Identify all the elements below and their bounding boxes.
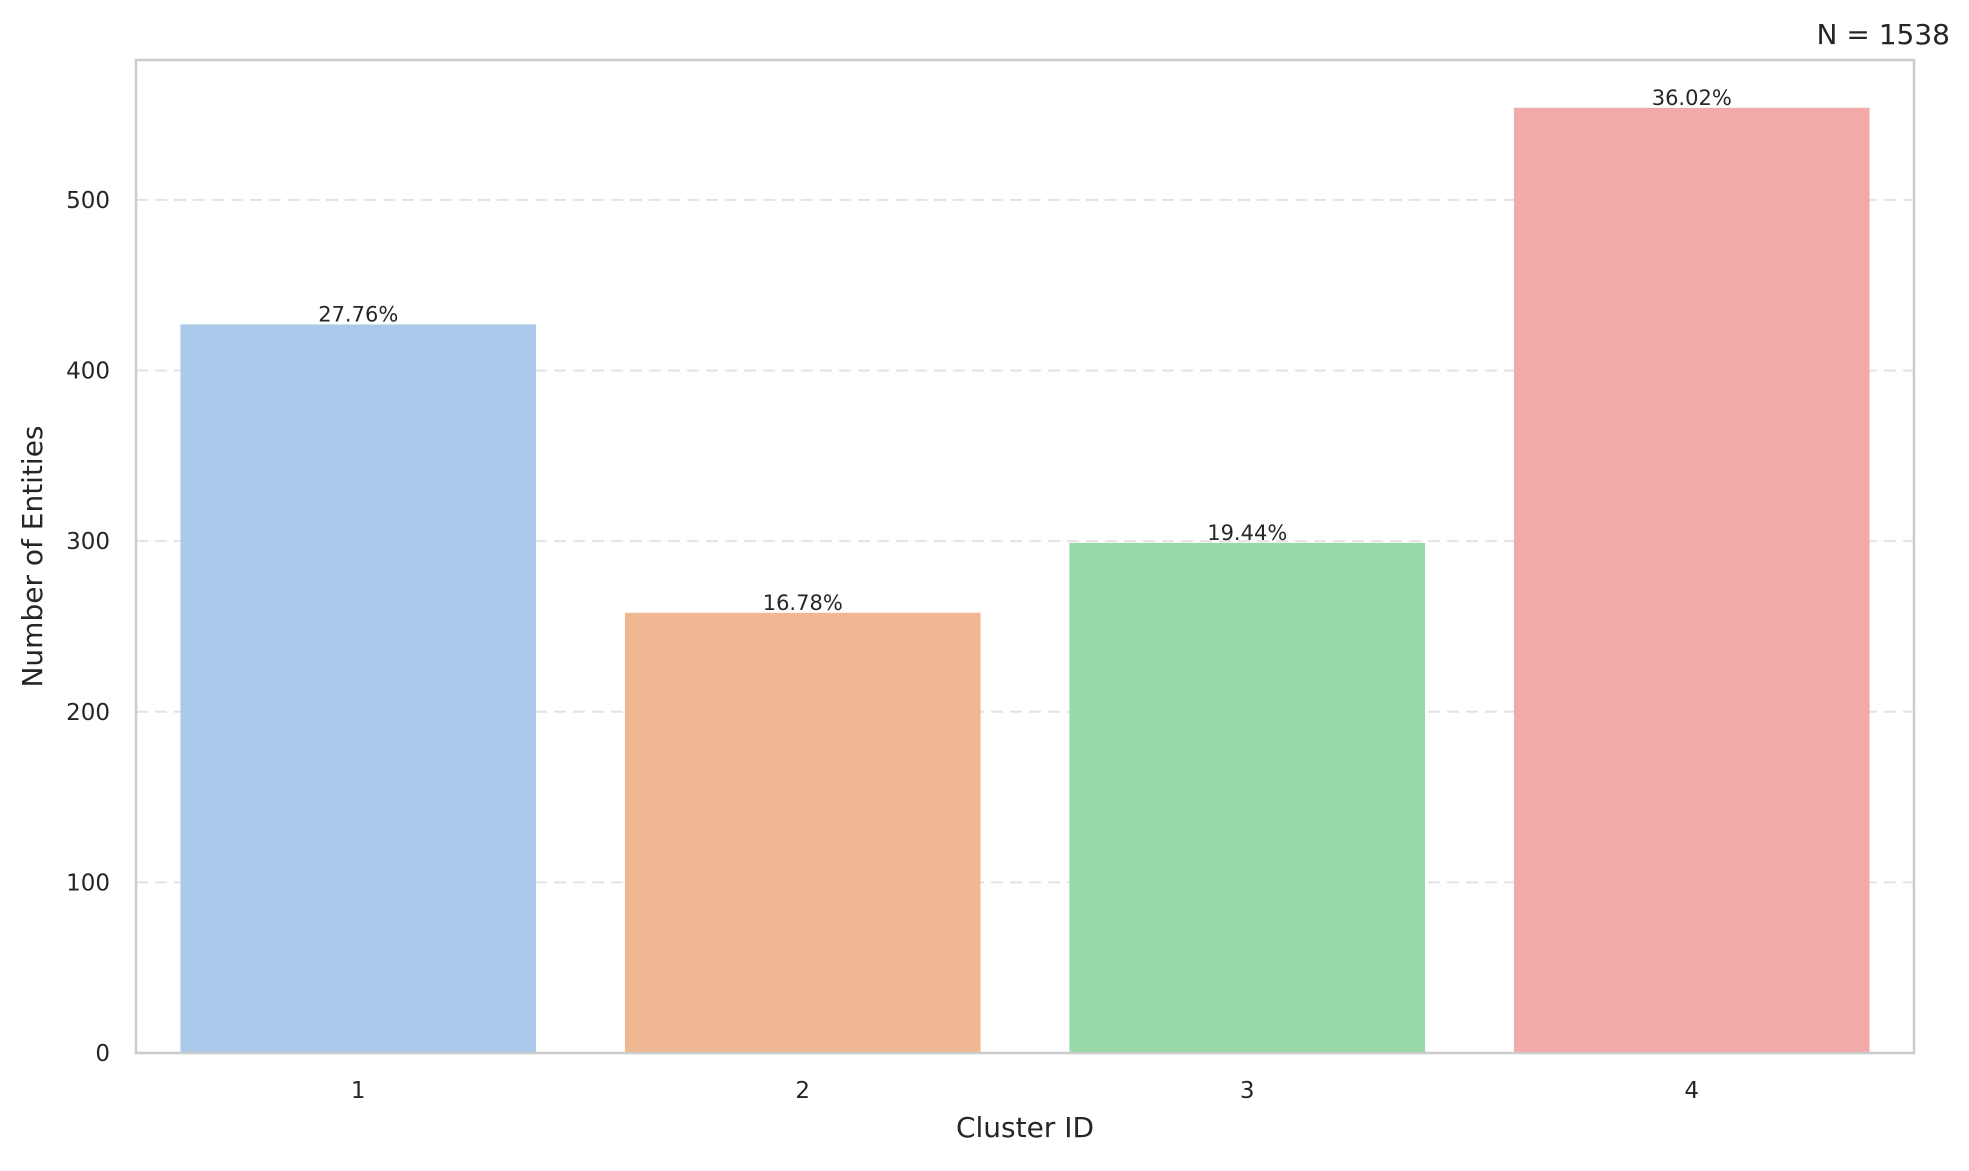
y-tick-label: 500 (66, 188, 110, 214)
y-tick-label: 200 (66, 700, 110, 726)
data-label-cluster-2: 16.78% (763, 591, 843, 615)
y-tick-label: 100 (66, 870, 110, 896)
y-axis-ticks: 0 100 200 300 400 500 (66, 188, 110, 1067)
x-axis-ticks: 1 2 3 4 (351, 1078, 1699, 1104)
sample-size-annotation: N = 1538 (1817, 18, 1950, 51)
x-tick-label: 3 (1240, 1078, 1255, 1104)
bar-cluster-2 (624, 612, 981, 1053)
y-tick-label: 400 (66, 359, 110, 385)
data-label-cluster-4: 36.02% (1652, 86, 1732, 110)
bar-cluster-4 (1513, 107, 1870, 1053)
bar-data-labels: 27.76% 16.78% 19.44% 36.02% (318, 86, 1732, 615)
bar-cluster-3 (1069, 542, 1426, 1053)
plot-frame (134, 58, 1916, 1055)
bars (180, 107, 1870, 1054)
bar-cluster-1 (180, 324, 537, 1054)
x-tick-label: 1 (351, 1078, 366, 1104)
x-tick-label: 2 (795, 1078, 810, 1104)
y-tick-label: 300 (66, 529, 110, 555)
x-axis-label: Cluster ID (956, 1111, 1094, 1144)
data-label-cluster-1: 27.76% (318, 302, 398, 326)
y-tick-label: 0 (95, 1041, 110, 1067)
data-label-cluster-3: 19.44% (1207, 521, 1287, 545)
x-tick-label: 4 (1684, 1078, 1699, 1104)
y-axis-label: Number of Entities (16, 425, 49, 687)
